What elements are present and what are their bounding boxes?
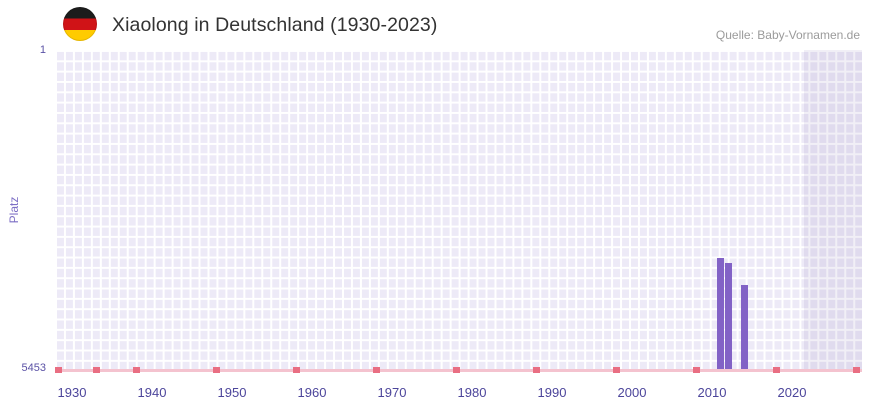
unranked-year-marker xyxy=(693,367,700,373)
unranked-year-marker xyxy=(213,367,220,373)
x-tick-label: 1930 xyxy=(57,385,87,400)
y-tick-bottom: 5453 xyxy=(21,362,46,374)
unranked-year-marker xyxy=(773,367,780,373)
x-tick-label: 1970 xyxy=(377,385,407,400)
plot-area xyxy=(55,50,862,370)
unranked-year-marker xyxy=(373,367,380,373)
unranked-year-marker xyxy=(453,367,460,373)
y-axis-title: Platz xyxy=(7,196,21,224)
x-tick-label: 1950 xyxy=(217,385,247,400)
chart-title: Xiaolong in Deutschland (1930-2023) xyxy=(112,14,438,36)
x-tick-label: 1990 xyxy=(537,385,567,400)
x-tick-label: 1960 xyxy=(297,385,327,400)
unranked-year-marker xyxy=(533,367,540,373)
unranked-year-marker xyxy=(133,367,140,373)
x-tick-label: 2020 xyxy=(777,385,807,400)
recent-years-band xyxy=(804,50,862,370)
rank-bar[interactable] xyxy=(725,263,732,370)
unranked-year-marker xyxy=(293,367,300,373)
rank-bar[interactable] xyxy=(741,285,748,370)
source-credit: Quelle: Baby-Vornamen.de xyxy=(715,28,860,42)
germany-flag-icon xyxy=(63,7,97,41)
unranked-year-marker xyxy=(853,367,860,373)
unranked-year-marker xyxy=(93,367,100,373)
x-tick-label: 2000 xyxy=(617,385,647,400)
x-tick-label: 2010 xyxy=(697,385,727,400)
x-axis-labels: 1930 1940 1950 1960 1970 1980 1990 2000 2010 2020 xyxy=(55,385,862,405)
unranked-year-marker xyxy=(613,367,620,373)
y-tick-top: 1 xyxy=(39,44,46,56)
unranked-year-marker xyxy=(55,367,62,373)
x-tick-label: 1980 xyxy=(457,385,487,400)
x-tick-label: 1940 xyxy=(137,385,167,400)
rank-bar[interactable] xyxy=(717,258,724,370)
